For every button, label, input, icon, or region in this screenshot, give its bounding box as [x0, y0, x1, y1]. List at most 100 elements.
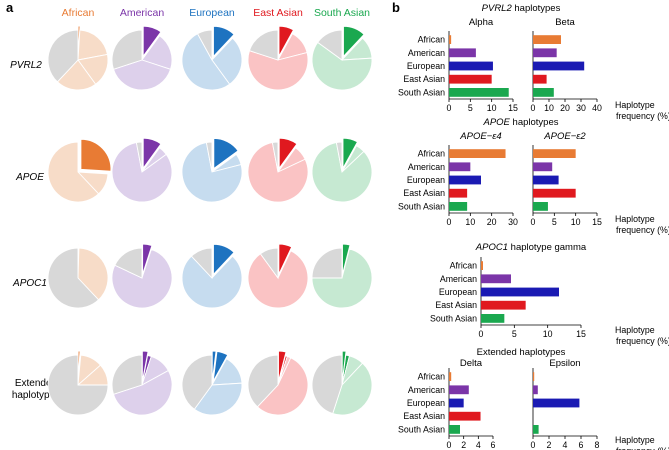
- pie-chart: [47, 350, 109, 416]
- bar-chart: Alpha 0 5 10 15 African American European East A…: [398, 17, 518, 113]
- pie-slice: [211, 350, 217, 382]
- pie-slice: [278, 137, 298, 170]
- chart-subtitle: Epsilon: [549, 358, 580, 369]
- x-tick-label: 0: [531, 440, 536, 450]
- x-tick-label: 10: [487, 103, 497, 113]
- category-label: East Asian: [403, 74, 445, 84]
- pie-slice-other: [311, 354, 343, 415]
- x-tick-label: 8: [595, 440, 600, 450]
- chart-subtitle: APOE−ε4: [459, 131, 501, 142]
- category-label: East Asian: [403, 188, 445, 198]
- pie-slice: [256, 357, 309, 416]
- pie-slice: [111, 248, 173, 309]
- pie-slice: [142, 243, 153, 275]
- category-label: South Asian: [430, 313, 477, 323]
- x-tick-label: 2: [461, 440, 466, 450]
- pie-slice: [77, 247, 109, 301]
- pie-chart: [47, 243, 109, 309]
- x-axis-label: Haplotype: [615, 325, 655, 335]
- bar: [449, 48, 476, 58]
- pie-slice-other: [248, 29, 279, 61]
- pie-chart: [311, 243, 373, 309]
- pie-slice-other: [311, 247, 343, 279]
- pie-slice-other: [114, 247, 143, 279]
- category-label: European: [407, 61, 445, 71]
- bar: [533, 74, 547, 84]
- pie-slice-other: [135, 141, 143, 173]
- bar: [533, 48, 557, 58]
- pie-slice: [142, 25, 162, 58]
- pie-chart: [311, 350, 373, 416]
- panel-a-pie-grid: African American European East Asian South A…: [10, 7, 373, 416]
- row-label: APOC1: [12, 278, 47, 289]
- population-header: European: [189, 7, 235, 19]
- pie-slice-other: [47, 29, 79, 83]
- population-header: East Asian: [253, 7, 303, 19]
- category-label: South Asian: [398, 424, 445, 434]
- pie-slice: [181, 33, 231, 91]
- bar: [449, 411, 481, 421]
- category-label: African: [418, 35, 445, 45]
- category-label: European: [439, 287, 477, 297]
- x-tick-label: 20: [487, 217, 497, 227]
- bar: [449, 35, 452, 44]
- pie-chart: [111, 350, 173, 416]
- pie-slice-other: [259, 247, 279, 280]
- row-label: Extended haplotypes: [12, 378, 60, 401]
- pie-slice-other: [317, 29, 343, 61]
- pie-slice: [278, 243, 293, 275]
- population-header: African: [62, 7, 95, 19]
- row-label: PVRL2: [10, 60, 42, 71]
- chart-group-title: APOE haplotypes: [483, 117, 559, 128]
- pie-slice: [311, 142, 373, 203]
- pie-chart: [247, 137, 309, 203]
- pie-slice: [213, 137, 239, 170]
- x-tick-label: 15: [592, 217, 602, 227]
- x-tick-label: 5: [552, 217, 557, 227]
- x-axis-label-units: frequency (%): [616, 225, 669, 235]
- bar: [533, 88, 554, 97]
- bar: [449, 149, 506, 158]
- bar: [533, 175, 559, 185]
- x-axis-label: Haplotype: [615, 435, 655, 445]
- x-tick-label: 20: [560, 103, 570, 113]
- bar: [481, 300, 526, 310]
- bar: [481, 274, 511, 284]
- chart-subtitle: Delta: [460, 358, 483, 369]
- pie-slice: [247, 142, 309, 203]
- pie-chart: [181, 137, 243, 203]
- bar: [481, 261, 483, 270]
- pie-slice: [80, 138, 112, 172]
- x-tick-label: 4: [476, 440, 481, 450]
- pie-chart: [181, 350, 243, 416]
- category-label: American: [408, 48, 445, 58]
- pie-slice-other: [271, 141, 279, 173]
- pie-slice: [212, 350, 229, 382]
- bar-chart: Epsilon 0 2 4 6 8: [531, 358, 600, 450]
- pie-slice-other: [111, 29, 143, 70]
- pie-slice: [247, 250, 309, 309]
- x-axis-label-units: frequency (%): [616, 446, 669, 450]
- x-tick-label: 10: [465, 217, 475, 227]
- x-tick-label: 6: [491, 440, 496, 450]
- pie-slice: [142, 137, 162, 170]
- bar: [449, 162, 471, 172]
- x-tick-label: 15: [508, 103, 518, 113]
- bar: [533, 398, 580, 408]
- pie-slice: [311, 41, 373, 91]
- pie-slice: [47, 141, 100, 203]
- x-tick-label: 15: [576, 329, 586, 339]
- x-tick-label: 5: [468, 103, 473, 113]
- chart-subtitle: Beta: [555, 17, 575, 28]
- category-label: East Asian: [403, 411, 445, 421]
- bar: [449, 372, 452, 381]
- category-label: American: [408, 162, 445, 172]
- pie-slice: [181, 255, 243, 309]
- pie-chart: [111, 243, 173, 309]
- category-label: American: [408, 385, 445, 395]
- x-tick-label: 30: [508, 217, 518, 227]
- chart-group-title: APOC1 haplotype gamma: [475, 242, 587, 253]
- x-tick-label: 0: [447, 103, 452, 113]
- chart-subtitle: APOE−ε2: [543, 131, 586, 142]
- bar: [449, 385, 469, 395]
